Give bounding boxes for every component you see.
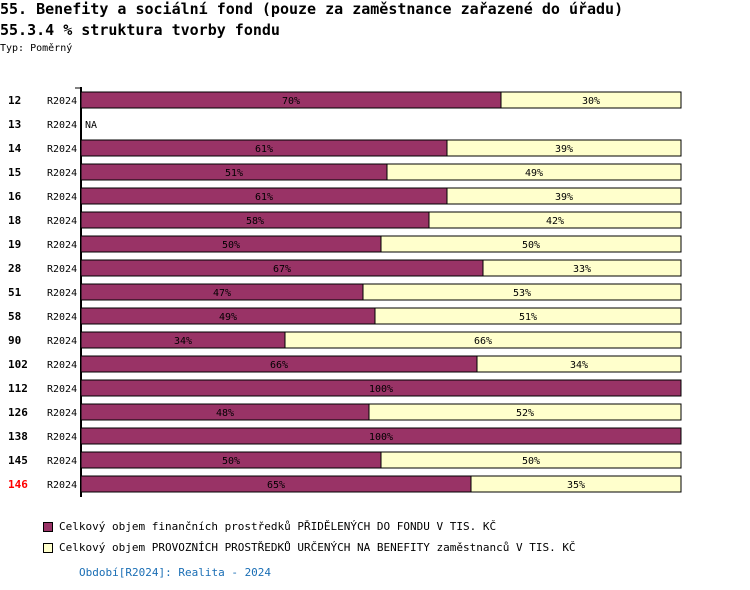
chart-title: 55. Benefity a sociální fond (pouze za z… — [0, 0, 624, 18]
data-label-1: 65% — [267, 480, 285, 491]
bar-segment-2 — [362, 283, 682, 301]
bar-segment-2 — [284, 331, 682, 349]
category-label: 14 — [8, 142, 22, 155]
period-label: R2024 — [47, 384, 77, 395]
period-note: Období[R2024]: Realita - 2024 — [79, 566, 272, 579]
period-label: R2024 — [47, 168, 77, 179]
data-label-1: 49% — [219, 312, 237, 323]
data-label-2: 50% — [522, 240, 540, 251]
data-label-2: 34% — [570, 360, 588, 371]
category-label: 138 — [8, 430, 28, 443]
data-label-2: 52% — [516, 408, 534, 419]
bar-segment-1 — [80, 427, 682, 445]
period-label: R2024 — [47, 264, 77, 275]
data-label-1: 70% — [282, 96, 300, 107]
category-label: 19 — [8, 238, 21, 251]
data-label-2: 49% — [525, 168, 543, 179]
legend-label-1: Celkový objem finančních prostředků PŘID… — [59, 520, 497, 533]
category-label: 90 — [8, 334, 21, 347]
category-label: 112 — [8, 382, 28, 395]
bar-segment-2 — [428, 211, 682, 229]
data-label-2: 39% — [555, 192, 573, 203]
legend-item-2: Celkový objem PROVOZNÍCH PROSTŘEDKŮ URČE… — [43, 541, 576, 554]
legend-swatch-2 — [43, 543, 53, 553]
category-label: 58 — [8, 310, 21, 323]
data-label-1: 66% — [270, 360, 288, 371]
data-label-1: 61% — [255, 192, 273, 203]
period-label: R2024 — [47, 408, 77, 419]
category-label: 102 — [8, 358, 28, 371]
bar-segment-2 — [476, 355, 682, 373]
bar-segment-2 — [500, 91, 682, 109]
bar-segment-2 — [386, 163, 682, 181]
data-label-1: 61% — [255, 144, 273, 155]
period-label: R2024 — [47, 336, 77, 347]
period-label: R2024 — [47, 216, 77, 227]
period-label: R2024 — [47, 240, 77, 251]
data-label-2: 51% — [519, 312, 537, 323]
category-label: 51 — [8, 286, 22, 299]
data-label-2: 53% — [513, 288, 531, 299]
data-label-1: 34% — [174, 336, 192, 347]
data-label-2: 42% — [546, 216, 564, 227]
category-label: 18 — [8, 214, 21, 227]
data-label-2: 30% — [582, 96, 600, 107]
period-label: R2024 — [47, 144, 77, 155]
period-label: R2024 — [47, 480, 77, 491]
bar-segment-2 — [374, 307, 682, 325]
bar-segment-2 — [380, 235, 682, 253]
period-label: R2024 — [47, 120, 77, 131]
period-label: R2024 — [47, 312, 77, 323]
bar-segment-2 — [470, 475, 682, 493]
category-label: 16 — [8, 190, 22, 203]
data-label-1: 48% — [216, 408, 234, 419]
data-label-1: 100% — [369, 384, 393, 395]
data-label-1: 50% — [222, 456, 240, 467]
data-label-2: 35% — [567, 480, 585, 491]
legend-label-2: Celkový objem PROVOZNÍCH PROSTŘEDKŮ URČE… — [59, 541, 576, 554]
period-label: R2024 — [47, 456, 77, 467]
bar-segment-2 — [446, 187, 682, 205]
bar-segment-2 — [368, 403, 682, 421]
category-label: 145 — [8, 454, 28, 467]
period-label: R2024 — [47, 96, 77, 107]
category-label: 13 — [8, 118, 21, 131]
data-label-1: 67% — [273, 264, 291, 275]
data-label-2: 66% — [474, 336, 492, 347]
data-label-1: 47% — [213, 288, 231, 299]
data-label-2: 39% — [555, 144, 573, 155]
category-label: 15 — [8, 166, 21, 179]
data-label-2: 33% — [573, 264, 591, 275]
data-label-1: 100% — [369, 432, 393, 443]
na-label: NA — [85, 120, 97, 131]
type-label: Typ: Poměrný — [0, 43, 73, 54]
legend-swatch-1 — [43, 522, 53, 532]
chart-subtitle: 55.3.4 % struktura tvorby fondu — [0, 21, 280, 39]
period-label: R2024 — [47, 432, 77, 443]
bar-segment-2 — [482, 259, 682, 277]
legend-item-1: Celkový objem finančních prostředků PŘID… — [43, 520, 496, 533]
data-label-1: 51% — [225, 168, 243, 179]
category-label: 28 — [8, 262, 21, 275]
category-label: 12 — [8, 94, 21, 107]
data-label-1: 50% — [222, 240, 240, 251]
period-label: R2024 — [47, 288, 77, 299]
bar-chart: 12 R2024 70% 30% 13 R2024 NA 14 R2024 61% 39% 15 R20… — [8, 87, 682, 497]
period-label: R2024 — [47, 360, 77, 371]
period-label: R2024 — [47, 192, 77, 203]
bar-segment-1 — [80, 379, 682, 397]
data-label-1: 58% — [246, 216, 264, 227]
bar-segment-2 — [380, 451, 682, 469]
category-label: 126 — [8, 406, 28, 419]
bar-segment-2 — [446, 139, 682, 157]
category-label: 146 — [8, 478, 28, 491]
data-label-2: 50% — [522, 456, 540, 467]
